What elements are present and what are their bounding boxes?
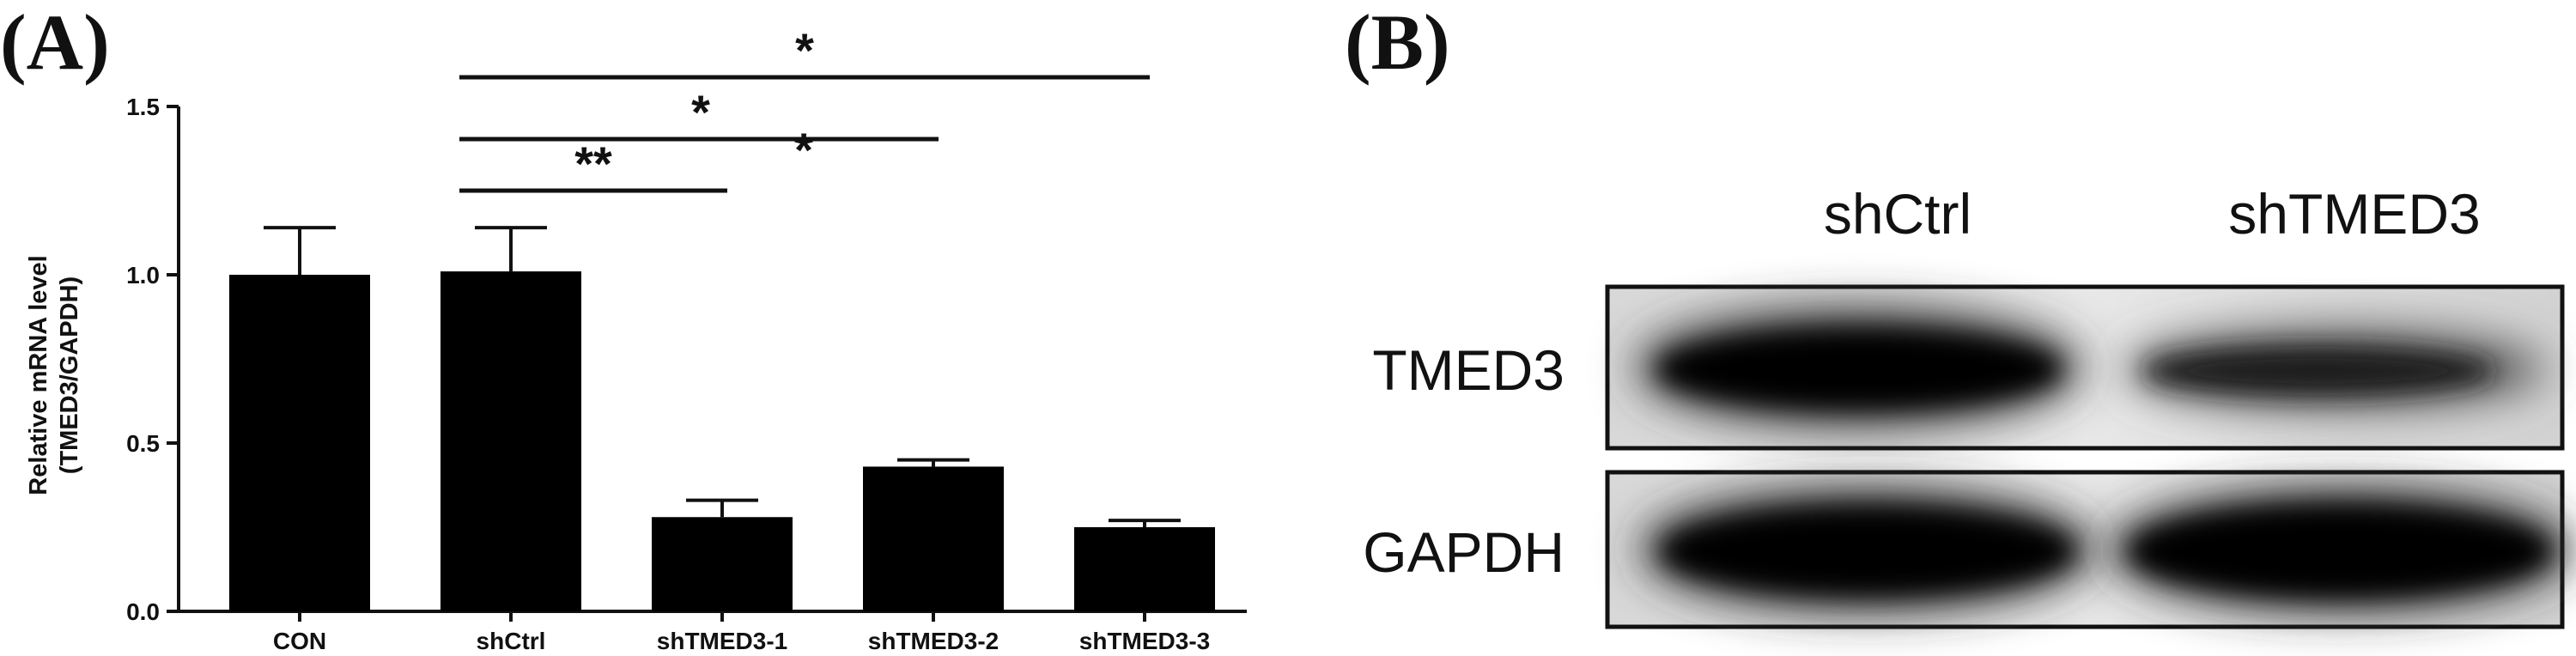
significance-label-3: * [795, 23, 814, 77]
y-tick-label-2: 1.0 [126, 262, 160, 289]
bar-shtmed3-3 [1074, 527, 1215, 611]
band-shctrl-gapdh [1662, 508, 2074, 594]
bar-con [229, 275, 370, 611]
panel-b: (B) shCtrl shTMED3 TMED3 GAPDH [1345, 0, 2572, 629]
bar-shtmed3-1 [652, 517, 793, 611]
category-label-shtmed3-2: shTMED3-2 [868, 628, 999, 654]
y-axis-title-line-2: (TMED3/GAPDH) [56, 276, 83, 474]
y-axis-title: Relative mRNA level (TMED3/GAPDH) [25, 255, 83, 495]
panel-b-letter: (B) [1345, 0, 1450, 86]
blot-row-label-gapdh: GAPDH [1363, 520, 1564, 584]
blot-column-label-shtmed3: shTMED3 [2228, 182, 2480, 246]
y-tick-label-1: 0.5 [126, 430, 160, 457]
category-label-shtmed3-3: shTMED3-3 [1079, 628, 1210, 654]
y-axis-title-line-1: Relative mRNA level [25, 255, 52, 495]
blot-row-label-tmed3: TMED3 [1372, 338, 1564, 402]
blot-image-gapdh [1605, 470, 2572, 629]
panel-a-letter: (A) [0, 0, 110, 86]
panel-a: (A) Relative mRNA level (TMED3/GAPDH) 0.… [0, 0, 1247, 654]
y-tick-label-3: 1.5 [126, 94, 160, 120]
band-shctrl-tmed3 [1657, 330, 2061, 409]
y-tick-label-0: 0.0 [126, 598, 160, 625]
blot-column-label-shctrl: shCtrl [1824, 182, 1971, 246]
plot-area: 0.0 0.5 1.0 1.5 CON shCtrl shTMED3-1 shTMED3-2 s… [126, 23, 1247, 654]
bar-shctrl [440, 271, 581, 611]
category-label-shctrl: shCtrl [477, 628, 546, 654]
significance-extra-mark: * [794, 123, 813, 177]
blot-image-tmed3 [1605, 284, 2565, 451]
band-shtmed3-tmed3 [2142, 347, 2494, 395]
bar-shtmed3-2 [863, 466, 1004, 611]
band-shtmed3-gapdh [2129, 507, 2550, 596]
significance-label-1: ** [574, 137, 612, 191]
category-label-con: CON [273, 628, 326, 654]
significance-label-2: * [691, 85, 710, 139]
category-label-shtmed3-1: shTMED3-1 [657, 628, 787, 654]
